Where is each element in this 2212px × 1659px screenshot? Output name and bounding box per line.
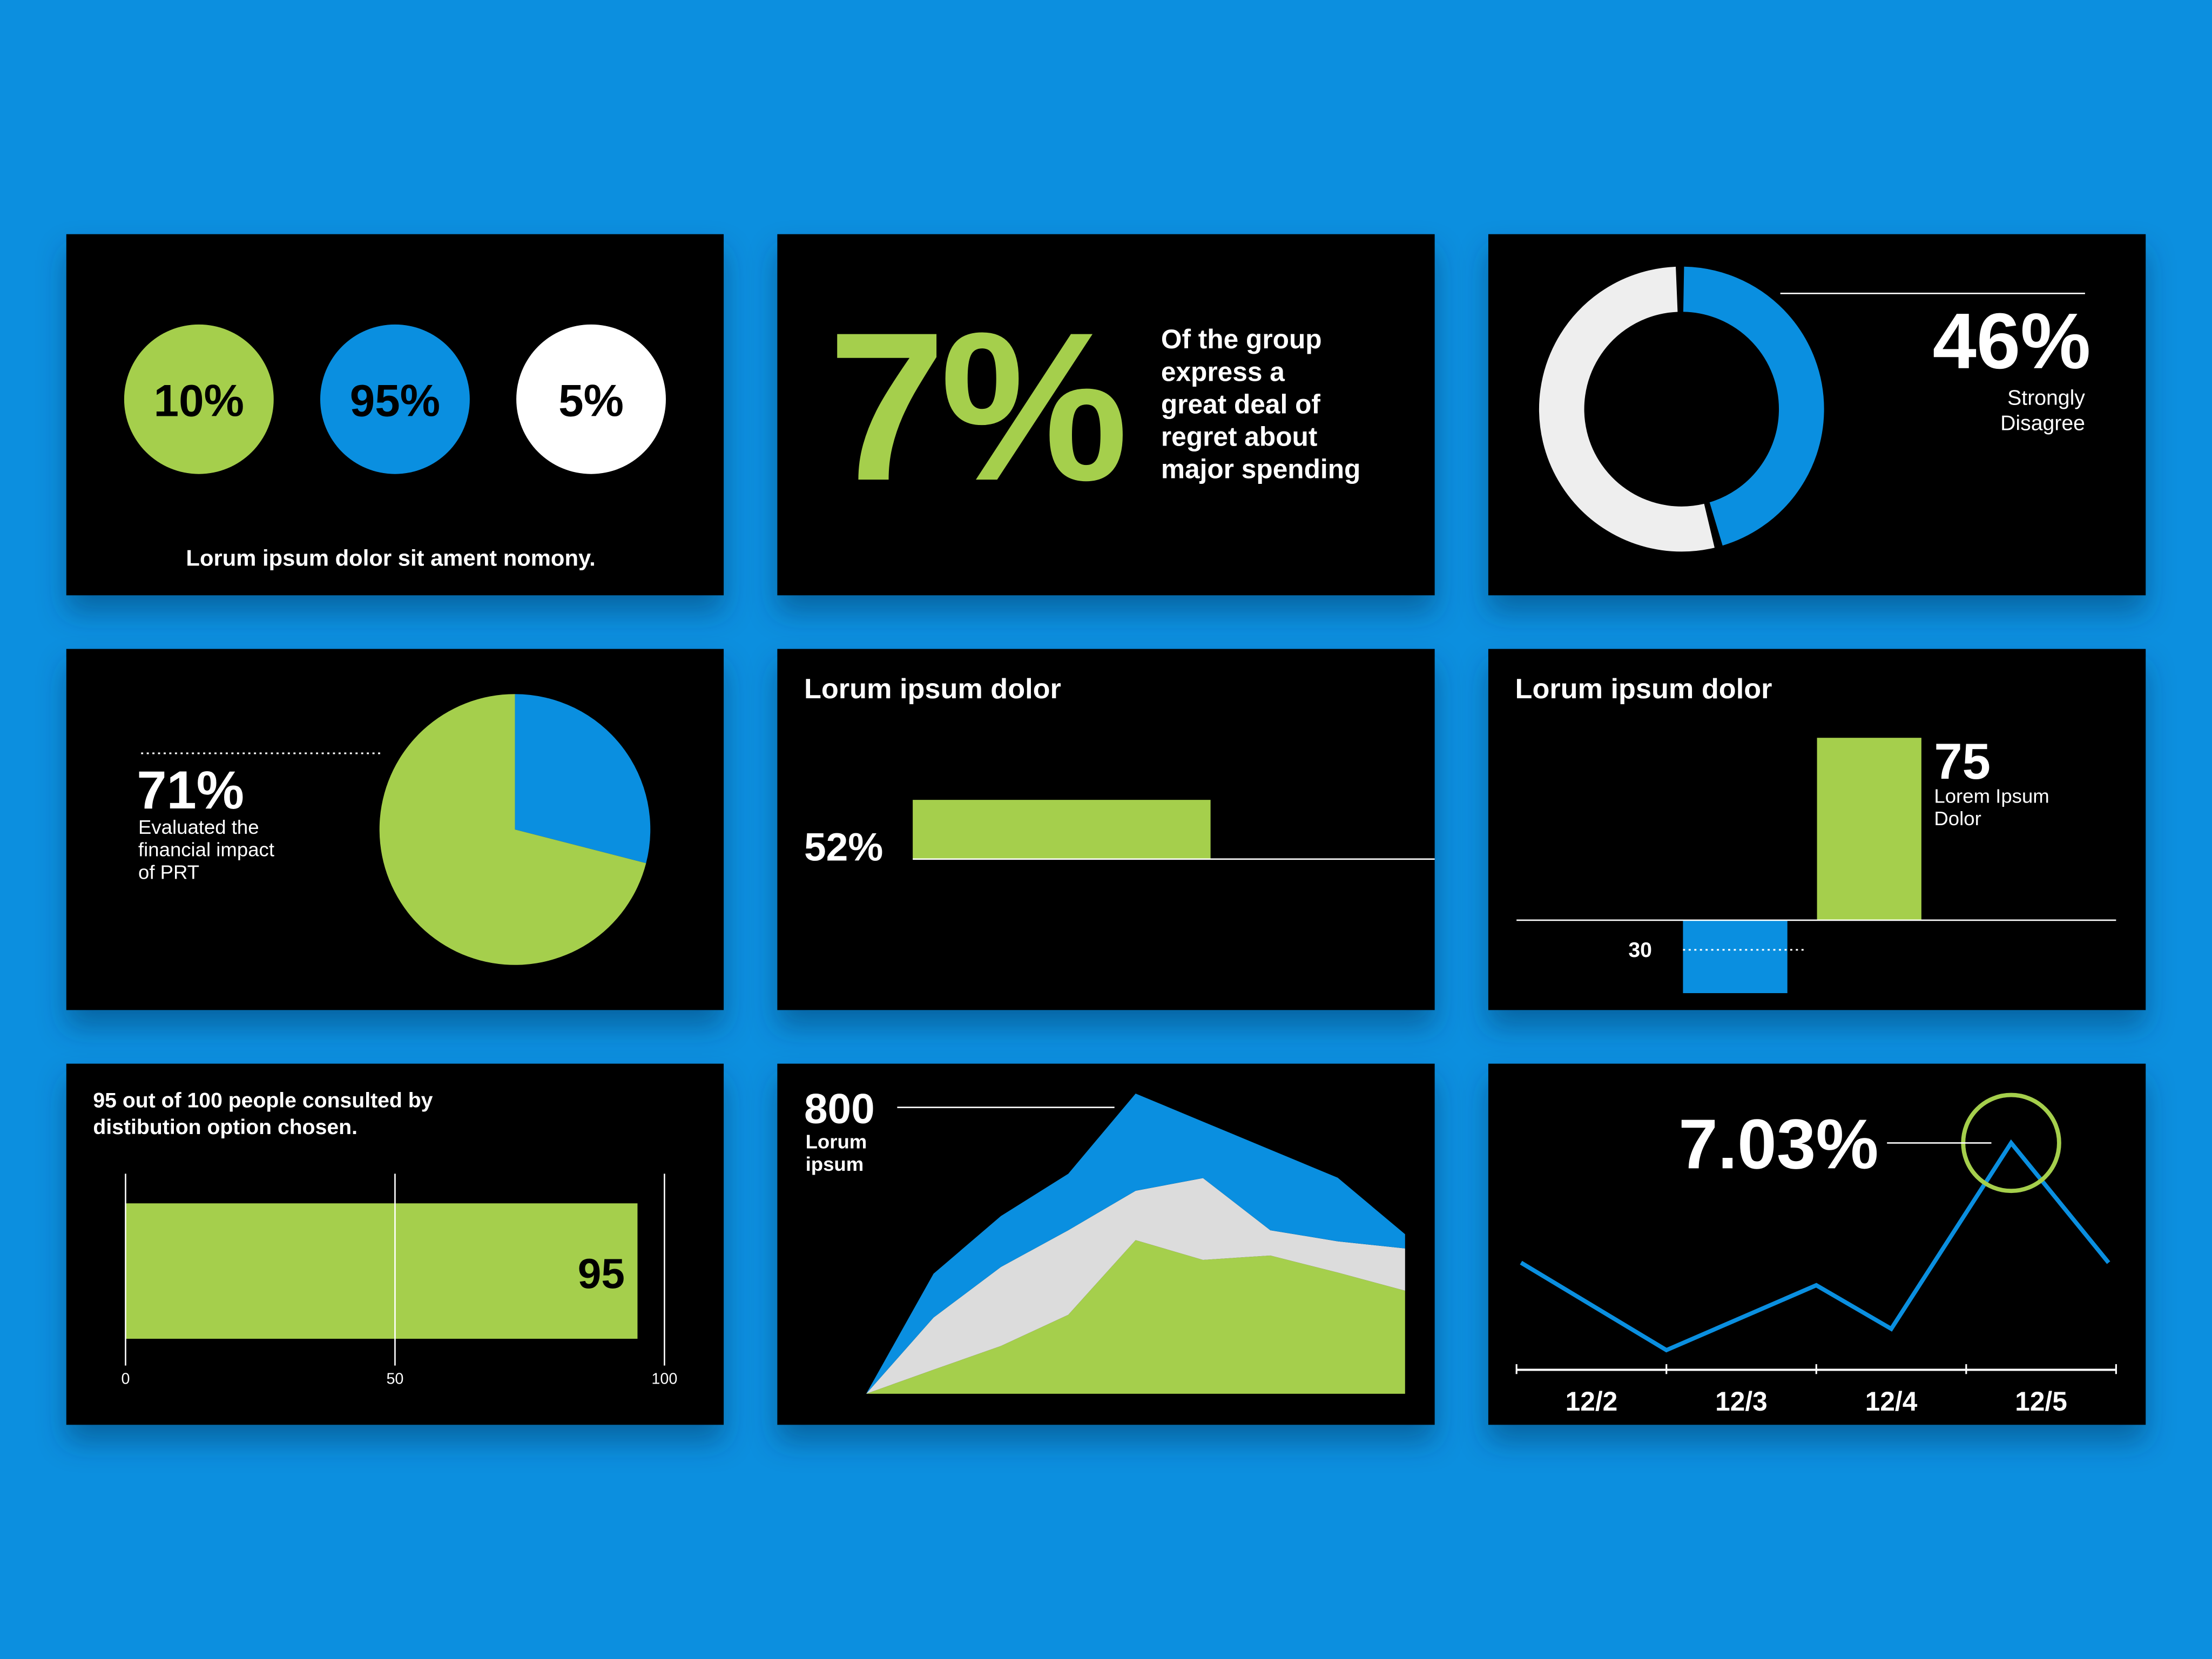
bubble-label: 95% — [350, 375, 440, 426]
donut-segment — [1539, 266, 1824, 552]
highlight-label: 7.03% — [1678, 1104, 1878, 1183]
x-tick-label: 12/5 — [2015, 1386, 2067, 1417]
bar-annotation: Dolor — [1934, 807, 1981, 830]
x-tick-label: 12/2 — [1566, 1386, 1618, 1417]
chart-title: distibution option chosen. — [93, 1116, 358, 1139]
bar — [1817, 738, 1921, 920]
pie-sublabel: Evaluated the — [138, 816, 259, 838]
bubble — [124, 324, 274, 474]
bubble-label: 10% — [154, 375, 244, 426]
area — [866, 1178, 1405, 1394]
bubble-label: 5% — [558, 375, 624, 426]
panel: 12/2 12/3 12/4 12/5 7.03% — [1488, 1063, 2146, 1425]
pie-slice — [379, 694, 646, 965]
bar-label: 30 — [1628, 939, 1652, 962]
bar-label: 75 — [1934, 733, 1991, 790]
stat-text: major spending — [1161, 454, 1360, 484]
pie-sublabel: financial impact — [138, 839, 274, 861]
x-tick-label: 12/4 — [1865, 1386, 1918, 1417]
pie-slice — [515, 694, 651, 864]
line — [1520, 1139, 2110, 1353]
area — [866, 1094, 1405, 1394]
bar — [125, 1203, 638, 1339]
area — [866, 1240, 1405, 1394]
x-tick-label: 100 — [651, 1371, 677, 1388]
stat-text: regret about — [1161, 421, 1318, 451]
donut-sublabel: Strongly — [2007, 387, 2085, 410]
bar — [1683, 920, 1788, 994]
bar-label: 52% — [804, 825, 883, 869]
area-annotation-sub: ipsum — [806, 1153, 864, 1175]
stat-text: great deal of — [1161, 389, 1321, 419]
bar-label: 95 — [578, 1250, 625, 1297]
chart-title: 95 out of 100 people consulted by — [93, 1089, 433, 1112]
x-tick-label: 50 — [386, 1371, 403, 1388]
panel: 95 out of 100 people consulted by distibu… — [66, 1063, 724, 1425]
bubble — [516, 324, 666, 474]
x-tick-label: 12/3 — [1715, 1386, 1768, 1417]
caption: Lorum ipsum dolor sit ament nomony. — [186, 545, 595, 571]
panel-background — [777, 234, 1435, 596]
donut-sublabel: Disagree — [2000, 412, 2085, 435]
bar-annotation: Lorem Ipsum — [1934, 785, 2049, 807]
pie-sublabel: of PRT — [138, 861, 199, 883]
area-annotation-sub: Lorum — [806, 1130, 867, 1152]
chart-title: Lorum ipsum dolor — [804, 673, 1061, 705]
chart-title: Lorum ipsum dolor — [1515, 673, 1772, 705]
pie-label: 71% — [137, 760, 244, 820]
x-tick-label: 0 — [121, 1371, 130, 1388]
headline: 7% — [828, 288, 1125, 525]
area-annotation: 800 — [804, 1084, 875, 1132]
stat-text: Of the group — [1161, 324, 1322, 354]
bubble — [320, 324, 470, 474]
bar — [913, 800, 1211, 859]
stat-text: express a — [1161, 356, 1285, 387]
panel: Lorum ipsum dolor 52% — [777, 649, 1435, 1010]
panel: 10% 95% 5% Lorum ipsum dolor sit ament nomo… — [66, 234, 724, 596]
donut-label: 46% — [1933, 297, 2091, 385]
